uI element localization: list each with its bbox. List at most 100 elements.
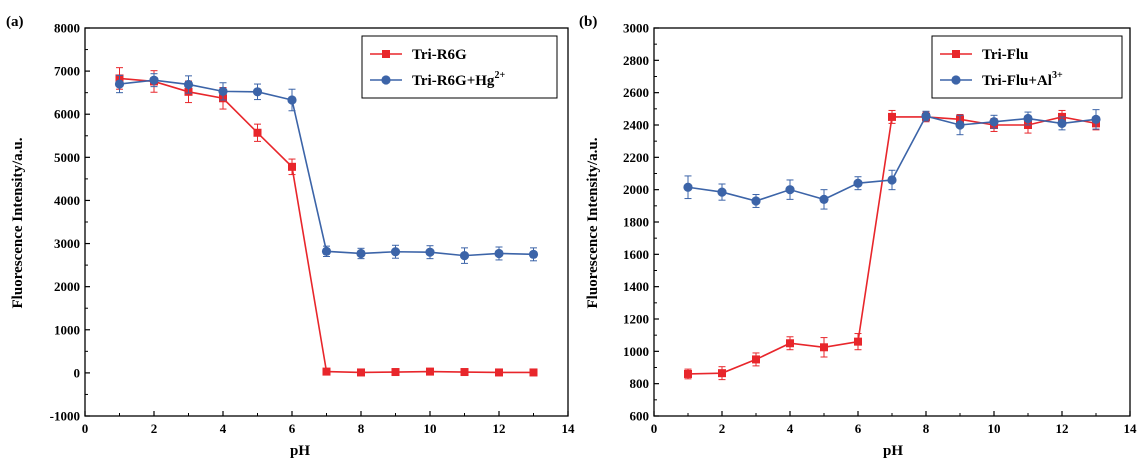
data-point	[356, 248, 366, 259]
x-tick-label: 0	[82, 421, 89, 436]
data-point	[114, 79, 125, 89]
legend-marker	[382, 50, 390, 58]
data-point	[390, 247, 401, 257]
y-tick-label: 3000	[54, 236, 80, 251]
data-point	[391, 368, 400, 377]
panel-label-b: (b)	[579, 14, 597, 30]
data-point	[718, 369, 726, 378]
legend-label: Tri-R6G	[412, 47, 467, 63]
data-point	[1057, 118, 1067, 128]
plot-area-a: 0 2 4 6 8 10 12 14-1000010002000300040005000600…	[50, 21, 575, 437]
legend-marker	[952, 50, 960, 58]
legend-marker	[381, 75, 391, 85]
series-line	[119, 79, 534, 257]
panel-label-a: (a)	[6, 14, 24, 30]
x-tick-label: 2	[151, 421, 158, 436]
data-point	[751, 196, 761, 206]
data-point	[955, 120, 965, 130]
data-point	[819, 194, 829, 204]
y-tick-label: 800	[630, 376, 650, 391]
data-point	[752, 355, 760, 364]
legend-label: Tri-R6G+Hg2+	[412, 70, 505, 89]
y-tick-label: 2600	[623, 85, 649, 100]
x-tick-label: 14	[562, 421, 576, 436]
plot-area-b: 0 2 4 6 8 10 12 14 600 800 1000 1200 1400 1600 1800 200…	[623, 21, 1137, 437]
x-tick-label: 14	[1124, 421, 1137, 436]
y-tick-label: 1000	[54, 322, 80, 337]
series-1	[115, 67, 538, 377]
series-line	[687, 116, 1097, 375]
legend-label: Tri-Flu+Al3+	[982, 70, 1063, 89]
data-point	[495, 368, 503, 377]
data-point	[425, 247, 435, 257]
data-point	[854, 337, 862, 346]
data-point	[717, 187, 727, 197]
x-tick-label: 2	[719, 421, 726, 436]
data-point	[683, 182, 693, 192]
y-tick-label: -1000	[50, 409, 80, 424]
chart-panel-b: 0 2 4 6 8 10 12 14 600 800 1000 1200 1400 1600 1800 200…	[579, 14, 1137, 459]
series-line	[119, 77, 534, 374]
data-point	[786, 339, 794, 348]
y-tick-label: 0	[74, 365, 81, 380]
y-tick-label: 2000	[623, 182, 649, 197]
legend-marker	[951, 75, 961, 85]
y-tick-label: 1800	[623, 215, 649, 230]
y-tick-label: 3000	[623, 21, 649, 36]
x-tick-label: 8	[358, 421, 365, 436]
y-axis-title-a: Fluorescence Intensity/a.u.	[10, 137, 26, 308]
data-point	[426, 367, 434, 376]
legend-box	[931, 35, 1123, 99]
data-point	[989, 117, 999, 127]
legend: Tri-R6G Tri-R6G+Hg2+	[361, 35, 558, 99]
y-tick-label: 6000	[54, 107, 80, 122]
data-point	[218, 86, 228, 96]
data-point	[1091, 114, 1101, 124]
data-point	[887, 175, 897, 185]
y-tick-label: 2200	[623, 150, 649, 165]
data-point	[820, 343, 828, 352]
y-tick-label: 2400	[623, 118, 649, 133]
data-point	[459, 251, 470, 261]
data-point	[321, 246, 332, 256]
data-point	[785, 185, 795, 195]
legend-box	[361, 35, 558, 99]
x-tick-label: 8	[923, 421, 930, 436]
data-point	[287, 95, 297, 105]
x-axis-title-b: pH	[883, 443, 903, 459]
data-point	[529, 368, 538, 377]
data-point	[288, 162, 296, 171]
x-tick-label: 6	[289, 421, 296, 436]
y-tick-label: 1000	[623, 344, 649, 359]
x-tick-label: 12	[1056, 421, 1069, 436]
data-point	[853, 178, 863, 188]
y-tick-label: 2800	[623, 53, 649, 68]
x-tick-label: 4	[787, 421, 794, 436]
y-tick-label: 8000	[54, 21, 80, 36]
series-2	[114, 73, 539, 264]
data-point	[322, 367, 331, 376]
data-point	[684, 369, 692, 378]
data-point	[460, 368, 469, 377]
series-1	[684, 109, 1100, 381]
y-tick-label: 7000	[54, 64, 80, 79]
data-point	[888, 112, 896, 121]
legend: Tri-Flu Tri-Flu+Al3+	[931, 35, 1123, 99]
y-tick-label: 4000	[54, 193, 80, 208]
data-point	[149, 75, 159, 85]
y-tick-label: 1600	[623, 247, 649, 262]
x-tick-label: 6	[855, 421, 862, 436]
data-point	[183, 79, 194, 90]
chart-panel-a: 0 2 4 6 8 10 12 14-1000010002000300040005000600…	[6, 14, 575, 459]
legend-label: Tri-Flu	[982, 47, 1028, 63]
data-point	[253, 128, 262, 137]
data-point	[921, 111, 931, 121]
y-tick-label: 1400	[623, 279, 649, 294]
data-point	[252, 87, 263, 97]
data-point	[357, 368, 365, 377]
y-tick-label: 600	[630, 409, 650, 424]
data-point	[528, 249, 539, 259]
y-tick-label: 5000	[54, 150, 80, 165]
y-tick-label: 1200	[623, 312, 649, 327]
